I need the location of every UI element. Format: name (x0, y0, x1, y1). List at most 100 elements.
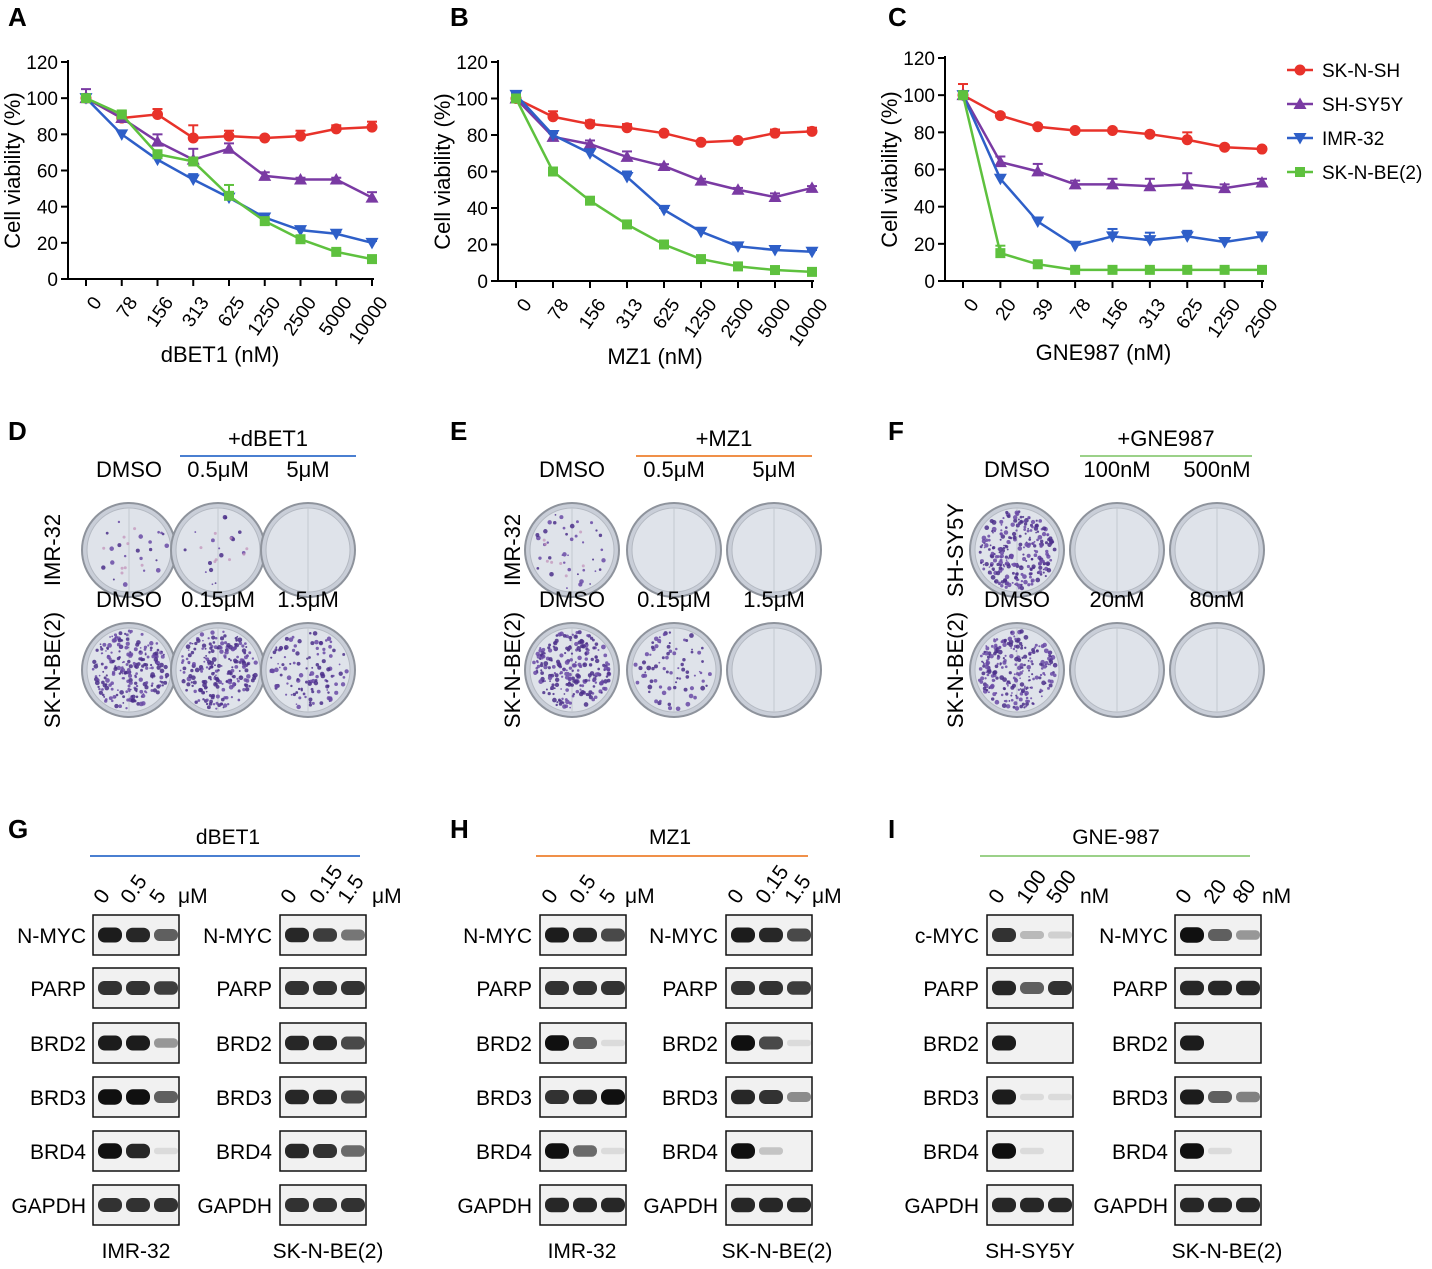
data-point (548, 166, 558, 177)
series-line (961, 94, 1263, 190)
colony-dot (581, 541, 585, 544)
legend: SK-N-SH SH-SY5Y IMR-32 SK-N-BE(2) (1287, 61, 1422, 184)
data-point (115, 129, 129, 141)
colony-dot (565, 646, 569, 650)
colony-dot (1049, 663, 1052, 666)
colony-dot (156, 665, 161, 670)
colony-dot (592, 646, 596, 650)
y-tick-label: 120 (26, 53, 58, 74)
colony-dot (989, 571, 993, 575)
protein-band (545, 981, 569, 995)
colony-dot (219, 646, 223, 650)
data-point (731, 183, 745, 195)
colony-dot (543, 542, 547, 546)
protein-label: PARP (30, 978, 86, 1001)
colony-dot (125, 706, 128, 710)
colony-dot (183, 548, 187, 552)
colony-dot (559, 515, 564, 520)
culture-dish (969, 502, 1065, 598)
colony-dot (1011, 531, 1017, 537)
data-point (187, 132, 199, 144)
colony-dot (1013, 701, 1018, 706)
colony-dot (220, 697, 225, 702)
colony-dot (243, 655, 248, 660)
colony-dot (100, 662, 104, 666)
colony-dot (201, 647, 204, 650)
colony-dot (641, 673, 646, 678)
series-sk-n-be-2- (511, 93, 817, 277)
protein-label: BRD4 (1112, 1141, 1168, 1164)
colony-dot (163, 680, 168, 685)
x-tick-label: 78 (544, 295, 573, 324)
colony-dot (1000, 523, 1003, 526)
data-point (258, 169, 272, 181)
colony-dot (1038, 690, 1042, 694)
colony-dot (543, 664, 548, 670)
colony-dot (206, 705, 211, 710)
protein-band (731, 981, 755, 995)
protein-band (341, 1090, 365, 1104)
colony-dot (996, 662, 999, 666)
colony-dot (1023, 525, 1027, 529)
colony-dot (1010, 694, 1013, 697)
colony-dot (540, 661, 543, 665)
colony-dot (237, 689, 241, 693)
dose-unit: nM (1080, 885, 1109, 908)
colony-dot (153, 659, 156, 662)
drug-label: dBET1 (196, 826, 260, 849)
colony-dot (101, 688, 104, 691)
dish-condition-label: 5μM (286, 457, 329, 482)
colony-dot (1044, 574, 1047, 578)
colony-dot (677, 667, 680, 670)
colony-dot (110, 681, 114, 685)
dish-condition-label: 0.15μM (181, 587, 255, 612)
colony-dot (135, 642, 140, 647)
protein-band (126, 1198, 150, 1212)
colony-dot (547, 692, 551, 696)
protein-band (98, 1198, 122, 1212)
protein-band (1236, 980, 1260, 996)
y-axis-label: Cell viability (%) (430, 93, 455, 249)
colony-dot (232, 681, 236, 686)
data-point (1107, 124, 1118, 136)
colony-dot (159, 668, 165, 674)
colony-dot (985, 688, 989, 692)
dose-label: 0 (723, 885, 749, 908)
cell-line-label: SK-N-BE(2) (943, 612, 968, 728)
colony-dot (1029, 657, 1032, 660)
colony-dot (229, 659, 232, 662)
protein-band (313, 1089, 337, 1105)
colony-dot (662, 667, 666, 671)
colony-dot (555, 659, 561, 664)
colony-dot (111, 699, 114, 703)
colony-dot (999, 532, 1003, 535)
colony-dot (1025, 559, 1028, 562)
colony-dot (128, 680, 133, 685)
colony-dot (1023, 654, 1028, 659)
colony-dot (308, 656, 311, 659)
colony-dot (238, 670, 241, 673)
colony-dot (332, 674, 335, 677)
y-tick-label: 80 (467, 126, 488, 147)
colony-dot (141, 693, 146, 699)
colony-dot (140, 563, 144, 567)
colony-dot (585, 647, 589, 651)
colony-dot (291, 635, 295, 639)
protein-label: BRD4 (30, 1141, 86, 1164)
colony-dot (223, 656, 227, 659)
colony-dot (985, 646, 990, 651)
data-point (152, 149, 163, 160)
colony-dot (995, 692, 998, 695)
data-point (1182, 264, 1193, 275)
protein-label: BRD4 (923, 1141, 979, 1164)
colony-dot (304, 695, 307, 699)
protein-label: BRD3 (1112, 1087, 1168, 1110)
colony-dot (1011, 692, 1013, 694)
colony-dot (992, 558, 998, 563)
colony-dot (548, 657, 553, 662)
protein-band (285, 981, 309, 995)
series-line (85, 97, 373, 245)
colony-dot (565, 669, 568, 672)
colony-dot (1038, 570, 1043, 574)
colony-dot (237, 698, 241, 702)
